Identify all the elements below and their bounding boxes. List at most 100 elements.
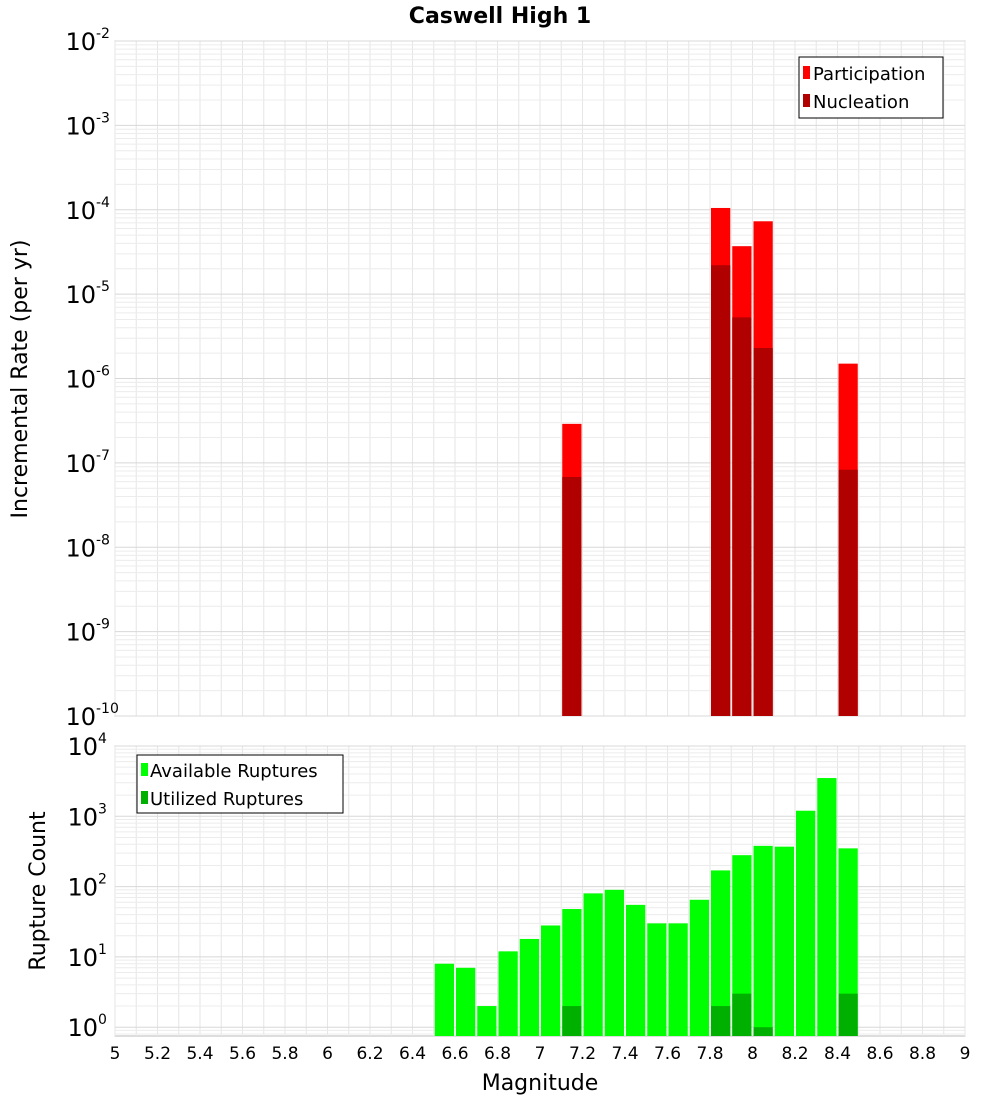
rate-y-axis-label: Incremental Rate (per yr) [8, 240, 33, 519]
legend-swatch-participation [803, 66, 810, 79]
y-tick-exp: -10 [96, 701, 119, 717]
bar-available-ruptures [647, 923, 667, 1036]
bar-available-ruptures [753, 845, 773, 1036]
bar-available-ruptures [626, 904, 646, 1036]
bar-available-ruptures [519, 938, 539, 1036]
bar-nucleation [732, 317, 752, 716]
y-tick-exp: -3 [96, 110, 110, 126]
y-tick-label: 10 0 [67, 1012, 106, 1042]
bar-utilized-ruptures [838, 993, 858, 1036]
legend-label-nucleation: Nucleation [813, 92, 909, 113]
y-tick-base: 10 [65, 450, 96, 478]
bar-available-ruptures [689, 899, 709, 1036]
y-tick-base: 10 [65, 197, 96, 225]
y-tick-base: 10 [65, 703, 96, 731]
bar-available-ruptures [732, 855, 752, 1036]
count-legend-box [136, 754, 344, 814]
y-tick-label: 10 1 [67, 942, 106, 972]
y-tick-exp: -9 [96, 617, 110, 633]
x-tick-label: 7.4 [611, 1044, 638, 1064]
x-tick-label: 5.8 [271, 1044, 298, 1064]
legend-label-utilized: Utilized Ruptures [150, 789, 303, 810]
legend-label-participation: Participation [813, 64, 925, 85]
bar-utilized-ruptures [732, 993, 752, 1036]
bar-available-ruptures [477, 1006, 497, 1036]
x-tick-label: 5.6 [229, 1044, 256, 1064]
y-tick-label: 10 -7 [65, 448, 110, 478]
bar-available-ruptures [562, 909, 582, 1036]
y-tick-label: 10 -4 [65, 195, 110, 225]
bar-utilized-ruptures [711, 1006, 731, 1036]
x-tick-label: 5.4 [186, 1044, 213, 1064]
y-tick-exp: -2 [96, 26, 110, 42]
y-tick-label: 10 -8 [65, 532, 110, 562]
x-tick-label: 9 [960, 1044, 971, 1064]
bar-available-ruptures [817, 778, 837, 1036]
y-tick-base: 10 [67, 1014, 98, 1042]
rate-legend: Participation Nucleation [798, 56, 944, 119]
y-tick-exp: -7 [96, 448, 110, 464]
bar-available-ruptures [541, 925, 561, 1036]
bar-available-ruptures [498, 951, 518, 1036]
bar-available-ruptures [456, 967, 476, 1036]
y-tick-exp: -8 [96, 532, 110, 548]
y-tick-exp: 3 [98, 801, 107, 817]
bar-nucleation [838, 469, 858, 716]
legend-label-available: Available Ruptures [150, 761, 318, 782]
y-tick-label: 10 2 [67, 872, 106, 902]
y-tick-exp: 0 [98, 1012, 107, 1028]
x-tick-label: 6.8 [484, 1044, 511, 1064]
x-tick-label: 7 [535, 1044, 546, 1064]
x-ticks: 5 5.2 5.4 5.6 5.8 6 6.2 6.4 6.6 6.8 7 7.2 7.4 7.6 7.8 8… [110, 1044, 971, 1064]
y-tick-base: 10 [67, 733, 98, 761]
count-bars [434, 778, 858, 1036]
bar-available-ruptures [604, 889, 624, 1036]
chart-title: Caswell High 1 [409, 4, 591, 29]
x-tick-label: 7.8 [696, 1044, 723, 1064]
bar-available-ruptures [668, 923, 688, 1036]
x-tick-label: 5.2 [144, 1044, 171, 1064]
x-tick-label: 6.4 [399, 1044, 426, 1064]
bar-available-ruptures [583, 893, 603, 1036]
y-tick-exp: 1 [98, 942, 107, 958]
bar-nucleation [711, 265, 731, 716]
rate-bars [562, 207, 858, 716]
bar-available-ruptures [796, 810, 816, 1036]
count-y-axis-label: Rupture Count [26, 811, 51, 971]
y-tick-base: 10 [67, 944, 98, 972]
x-tick-label: 6.2 [356, 1044, 383, 1064]
y-tick-label: 10 -5 [65, 279, 110, 309]
y-tick-base: 10 [65, 112, 96, 140]
bar-utilized-ruptures [562, 1006, 582, 1036]
y-tick-exp: -6 [96, 364, 110, 380]
bar-available-ruptures [838, 848, 858, 1036]
y-tick-label: 10 -6 [65, 364, 110, 394]
x-tick-label: 8.8 [909, 1044, 936, 1064]
y-tick-exp: 2 [98, 872, 107, 888]
bar-nucleation [562, 477, 582, 716]
x-tick-label: 7.2 [569, 1044, 596, 1064]
x-tick-label: 8.2 [781, 1044, 808, 1064]
y-tick-exp: -4 [96, 195, 110, 211]
x-tick-label: 6.6 [441, 1044, 468, 1064]
x-tick-label: 6 [322, 1044, 333, 1064]
x-tick-label: 5 [110, 1044, 121, 1064]
y-tick-base: 10 [65, 534, 96, 562]
legend-swatch-utilized [141, 791, 148, 804]
y-tick-label: 10 4 [67, 731, 107, 761]
legend-swatch-nucleation [803, 94, 810, 107]
y-tick-base: 10 [65, 281, 96, 309]
rate-legend-box [798, 56, 944, 119]
x-axis-label: Magnitude [482, 1071, 599, 1096]
y-tick-label: 10 -10 [65, 701, 118, 731]
bar-nucleation [753, 347, 773, 716]
y-tick-base: 10 [67, 874, 98, 902]
legend-swatch-available [141, 763, 148, 776]
y-tick-base: 10 [65, 28, 96, 56]
y-tick-label: 10 -3 [65, 110, 110, 140]
